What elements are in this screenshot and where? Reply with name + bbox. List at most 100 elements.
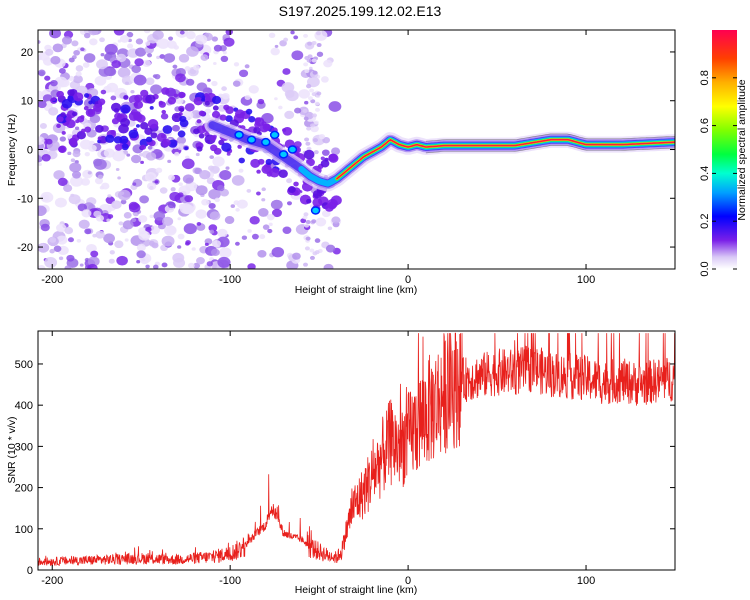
noise-blob — [63, 184, 73, 192]
noise-blob — [38, 55, 42, 61]
noise-blob — [313, 150, 319, 155]
signal-blob — [114, 112, 123, 120]
noise-blob — [186, 46, 199, 57]
signal-blob — [140, 122, 149, 130]
noise-blob — [174, 151, 180, 157]
signal-blob — [140, 144, 147, 150]
noise-blob — [186, 31, 196, 40]
noise-blob — [257, 249, 267, 258]
noise-blob — [126, 153, 131, 157]
noise-blob — [184, 66, 191, 72]
noise-blob — [38, 162, 42, 167]
noise-blob — [256, 191, 261, 196]
signal-blob — [113, 136, 123, 144]
noise-blob — [235, 207, 240, 212]
noise-blob — [310, 123, 316, 128]
signal-blob — [145, 136, 153, 143]
noise-blob — [138, 230, 151, 241]
noise-blob — [303, 212, 309, 217]
noise-blob — [95, 230, 105, 239]
noise-blob — [116, 53, 127, 63]
signal-blob — [254, 117, 262, 123]
noise-blob — [167, 174, 176, 181]
signal-blob — [67, 89, 75, 97]
x-tick-label: 100 — [577, 575, 595, 587]
peak-spot — [269, 130, 280, 140]
noise-blob — [193, 262, 201, 269]
noise-blob — [103, 233, 115, 244]
noise-blob — [136, 243, 146, 252]
signal-blob — [237, 144, 242, 149]
noise-blob — [119, 35, 130, 43]
noise-blob — [100, 89, 107, 95]
noise-blob — [82, 62, 90, 68]
signal-blob — [248, 116, 256, 123]
noise-blob — [161, 235, 175, 247]
noise-blob — [304, 100, 309, 105]
noise-blob — [184, 195, 194, 203]
noise-blob — [316, 43, 322, 48]
noise-blob — [270, 199, 283, 210]
noise-blob — [103, 148, 115, 158]
noise-blob — [117, 67, 131, 78]
noise-blob — [208, 188, 221, 200]
noise-blob — [221, 86, 227, 91]
signal-blob — [250, 158, 261, 168]
noise-blob — [42, 94, 53, 103]
signal-blob — [219, 114, 227, 121]
spectrogram-x-ticks: -200 -100 0 100 — [41, 30, 595, 286]
noise-blob — [247, 263, 256, 269]
noise-blob — [117, 189, 131, 201]
noise-blob — [50, 56, 61, 65]
signal-blob — [287, 186, 296, 194]
noise-blob — [53, 245, 62, 252]
signal-blob — [221, 142, 232, 152]
noise-blob — [177, 233, 185, 240]
signal-blob — [223, 104, 230, 111]
y-tick-label: 400 — [15, 400, 33, 412]
noise-blob — [316, 91, 322, 96]
signal-blob — [145, 94, 156, 104]
noise-blob — [118, 221, 124, 226]
noise-blob — [200, 54, 209, 61]
signal-blob — [225, 115, 233, 122]
noise-blob — [167, 201, 176, 209]
noise-blob — [142, 59, 152, 68]
noise-blob — [97, 174, 104, 180]
noise-blob — [209, 229, 215, 234]
signal-blob — [121, 143, 129, 151]
noise-blob — [268, 222, 273, 227]
noise-blob — [100, 53, 105, 57]
signal-blob — [56, 90, 65, 98]
noise-blob — [298, 89, 310, 99]
noise-blob — [39, 123, 47, 129]
noise-blob — [71, 40, 79, 47]
noise-blob — [290, 30, 295, 35]
figure-title: S197.2025.199.12.02.E13 — [279, 3, 442, 19]
signal-blob — [60, 112, 66, 118]
noise-blob — [278, 105, 283, 110]
noise-blob — [48, 107, 59, 116]
noise-blob — [176, 136, 187, 145]
noise-blob — [331, 216, 341, 224]
noise-blob — [271, 246, 285, 258]
spectrogram-y-ticks: -20 -10 0 10 20 — [17, 47, 675, 254]
noise-blob — [53, 170, 65, 180]
noise-blob — [147, 145, 153, 150]
noise-blob — [218, 93, 223, 98]
noise-blob — [71, 171, 82, 179]
peak-spot — [261, 137, 271, 147]
noise-blob — [161, 262, 168, 268]
noise-blob — [185, 155, 190, 160]
noise-blob — [201, 198, 210, 206]
y-tick-label: 10 — [21, 96, 33, 108]
noise-blob — [320, 156, 325, 161]
signal-blob — [179, 119, 189, 128]
noise-blob — [127, 43, 134, 49]
noise-blob — [305, 141, 311, 146]
signal-blob — [140, 89, 149, 98]
noise-blob — [64, 265, 72, 269]
noise-blob — [216, 185, 225, 192]
noise-blob — [162, 216, 174, 227]
snr-y-axis-label: SNR (10 * v/v) — [6, 416, 18, 483]
